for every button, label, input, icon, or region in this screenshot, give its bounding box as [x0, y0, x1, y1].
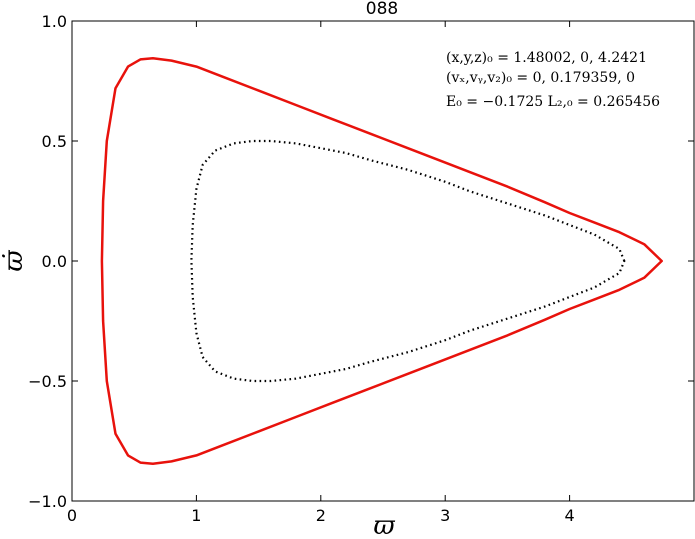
annotation-energy-angular-momentum: E₀ = −0.1725 L₂,₀ = 0.265456: [446, 94, 660, 110]
y-tick-label: 1.0: [42, 12, 67, 31]
y-tick-label: 0.5: [42, 132, 67, 151]
y-axis-label: ϖ̇: [0, 250, 29, 272]
chart-title: 088: [366, 0, 398, 19]
annotation-initial-velocity: (vₓ,vᵧ,v₂)₀ = 0, 0.179359, 0: [446, 70, 635, 86]
x-axis-label: ϖ: [373, 511, 395, 539]
y-tick-label: −1.0: [28, 492, 67, 511]
x-tick-label: 3: [440, 506, 450, 525]
x-tick-label: 0: [67, 506, 77, 525]
plot-frame: [71, 20, 695, 502]
series-layer: [100, 56, 663, 466]
y-tick-label: −0.5: [28, 372, 67, 391]
x-tick-label: 1: [191, 506, 201, 525]
annotation-initial-position: (x,y,z)₀ = 1.48002, 0, 4.2421: [446, 50, 647, 66]
series-inner-dotted-orbit: [190, 139, 626, 383]
series-outer-red-orbit: [100, 56, 663, 466]
ticks-layer: 0 1 2 3 4 1.0 0.5 0.0 −0.5 −1.0: [28, 12, 694, 525]
x-tick-label: 2: [316, 506, 326, 525]
y-tick-label: 0.0: [42, 252, 67, 271]
x-tick-label: 4: [565, 506, 575, 525]
